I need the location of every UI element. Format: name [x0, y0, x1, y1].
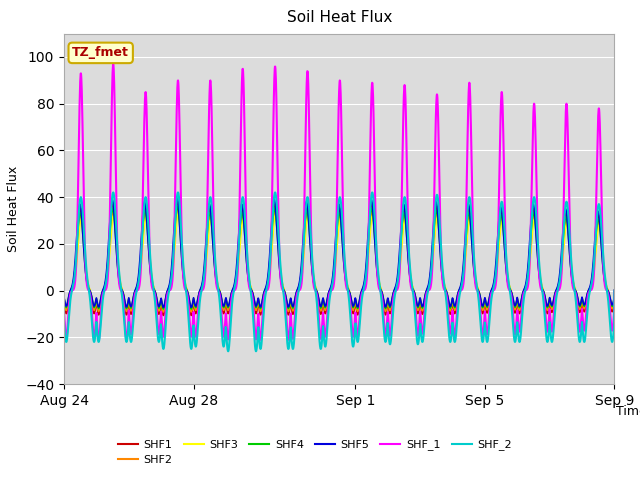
Title: Soil Heat Flux: Soil Heat Flux: [287, 11, 392, 25]
Line: SHF_2: SHF_2: [64, 192, 614, 351]
SHF_2: [363, 261, 371, 267]
SHF5: [363, 250, 371, 255]
SHF5: [611, 288, 618, 293]
SHF1: [173, 199, 181, 204]
SHF_1: [60, 309, 68, 315]
Legend: SHF1, SHF2, SHF3, SHF4, SHF5, SHF_1, SHF_2: SHF1, SHF2, SHF3, SHF4, SHF5, SHF_1, SHF…: [113, 435, 516, 469]
Line: SHF4: SHF4: [64, 206, 614, 309]
SHF1: [179, 267, 187, 273]
SHF2: [174, 205, 182, 211]
SHF3: [172, 231, 180, 237]
SHF1: [226, 303, 234, 309]
SHF_1: [109, 61, 117, 67]
SHF2: [226, 300, 234, 306]
Text: TZ_fmet: TZ_fmet: [72, 47, 129, 60]
SHF_2: [494, 240, 502, 246]
SHF1: [172, 212, 180, 218]
SHF1: [103, 269, 111, 275]
SHF5: [103, 261, 111, 266]
SHF1: [363, 261, 371, 266]
SHF_2: [225, 348, 232, 354]
SHF_1: [104, 279, 111, 285]
SHF_1: [494, 232, 502, 238]
Line: SHF2: SHF2: [64, 208, 614, 312]
SHF4: [363, 258, 371, 264]
SHF3: [226, 299, 234, 305]
SHF_2: [109, 190, 117, 195]
SHF5: [60, 295, 68, 300]
SHF3: [363, 271, 371, 276]
SHF_2: [60, 319, 68, 324]
SHF5: [159, 304, 167, 310]
SHF3: [60, 295, 68, 301]
SHF3: [179, 264, 187, 269]
SHF_1: [363, 274, 371, 279]
SHF5: [179, 273, 187, 279]
SHF2: [363, 266, 371, 272]
SHF5: [172, 201, 180, 206]
Line: SHF3: SHF3: [64, 214, 614, 309]
SHF3: [175, 211, 182, 217]
SHF2: [179, 265, 187, 271]
SHF_1: [172, 143, 180, 148]
SHF3: [103, 277, 111, 283]
SHF5: [226, 298, 234, 304]
SHF4: [172, 213, 180, 218]
Y-axis label: Soil Heat Flux: Soil Heat Flux: [6, 166, 20, 252]
SHF_1: [179, 273, 187, 279]
Line: SHF_1: SHF_1: [64, 64, 614, 340]
SHF5: [173, 194, 180, 200]
SHF1: [60, 298, 68, 304]
SHF_1: [95, 337, 102, 343]
Line: SHF1: SHF1: [64, 202, 614, 315]
SHF4: [173, 204, 181, 209]
SHF2: [494, 248, 502, 254]
SHF3: [159, 306, 167, 312]
SHF_2: [103, 270, 111, 276]
SHF_1: [226, 320, 234, 325]
X-axis label: Time: Time: [616, 405, 640, 418]
SHF_2: [226, 335, 234, 340]
SHF2: [103, 274, 111, 279]
SHF1: [159, 312, 167, 318]
SHF_2: [611, 288, 618, 293]
SHF4: [226, 299, 234, 305]
SHF3: [494, 255, 502, 261]
SHF1: [611, 288, 618, 293]
SHF5: [494, 228, 502, 233]
SHF4: [159, 306, 167, 312]
SHF_2: [172, 209, 180, 215]
SHF_1: [611, 288, 618, 293]
SHF2: [60, 297, 68, 302]
SHF4: [60, 295, 68, 301]
SHF3: [611, 288, 618, 293]
SHF2: [172, 222, 180, 228]
SHF2: [159, 309, 167, 315]
SHF4: [103, 267, 111, 273]
SHF_2: [179, 258, 187, 264]
Line: SHF5: SHF5: [64, 197, 614, 307]
SHF1: [494, 240, 502, 246]
SHF2: [611, 288, 618, 293]
SHF4: [494, 238, 502, 244]
SHF4: [179, 272, 187, 277]
SHF4: [611, 288, 618, 293]
